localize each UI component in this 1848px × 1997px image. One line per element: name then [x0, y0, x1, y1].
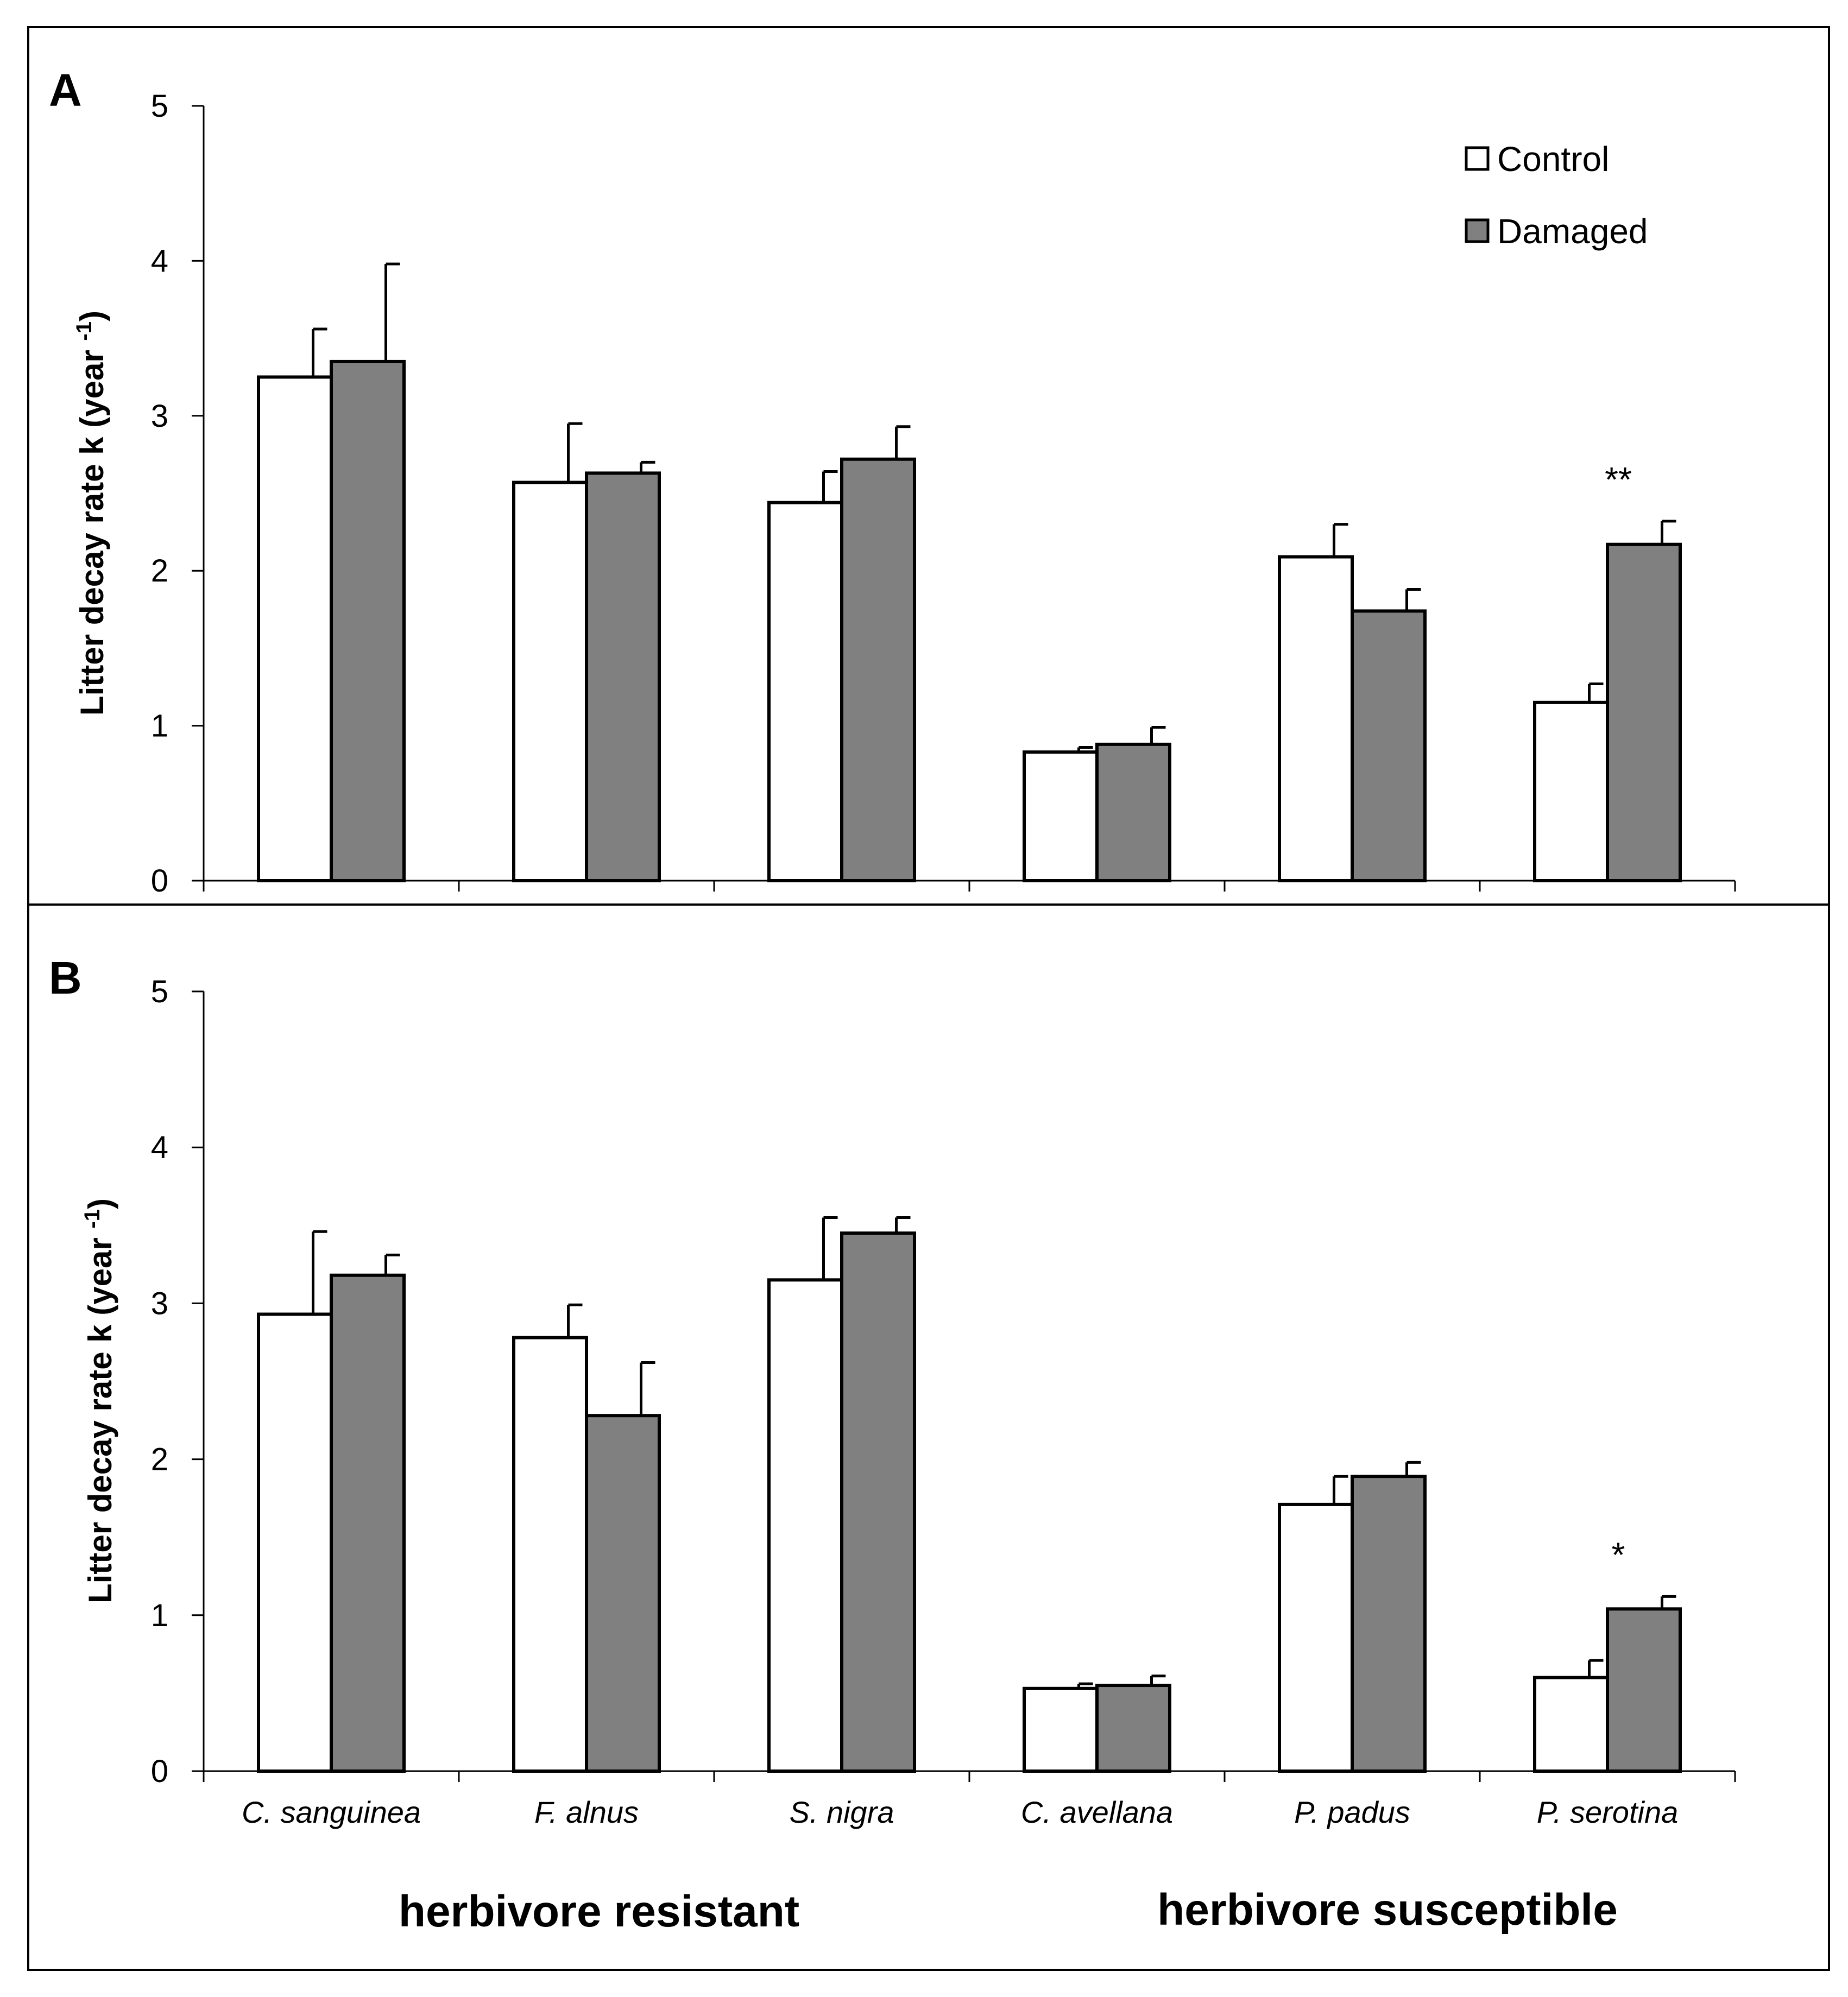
- legend-label-damaged: Damaged: [1497, 212, 1648, 251]
- bar-control: [1278, 1502, 1354, 1773]
- bar-control: [1023, 750, 1099, 883]
- x-tick-label: C. sanguinea: [242, 1795, 421, 1829]
- x-tick-label: P. padus: [1294, 1795, 1410, 1829]
- y-tick-label: 0: [151, 1754, 168, 1789]
- y-tick-label: 2: [151, 1442, 168, 1477]
- bar-control: [512, 1336, 588, 1773]
- panel-a-letter: A: [49, 65, 82, 116]
- bar-damaged: [840, 1231, 916, 1773]
- bar-damaged: [1351, 1475, 1427, 1773]
- legend-swatch-damaged: [1465, 218, 1490, 243]
- y-tick-label: 0: [151, 863, 168, 899]
- group-label-resistant: herbivore resistant: [399, 1887, 799, 1936]
- x-tick-label: P. serotina: [1537, 1795, 1678, 1829]
- legend-label-control: Control: [1497, 140, 1609, 179]
- bar-control: [1533, 700, 1609, 883]
- bar-control: [767, 501, 843, 882]
- bar-damaged: [1606, 542, 1682, 882]
- bar-control: [767, 1278, 843, 1773]
- panel-b-letter: B: [49, 952, 82, 1003]
- bar-damaged: [1095, 742, 1171, 883]
- significance-marker: **: [1605, 460, 1632, 499]
- bar-damaged: [1351, 609, 1427, 883]
- x-tick-label: C. avellana: [1021, 1795, 1173, 1829]
- y-tick-label: 5: [151, 974, 168, 1009]
- bar-control: [257, 1312, 333, 1773]
- bar-control: [1533, 1676, 1609, 1773]
- y-tick-label: 1: [151, 1598, 168, 1633]
- panel-a-y-axis-label: Litter decay rate k (year -1): [72, 311, 110, 716]
- bar-damaged: [1606, 1607, 1682, 1773]
- y-tick-label: 4: [151, 243, 168, 279]
- panel-b-y-axis-label: Litter decay rate k (year -1): [80, 1198, 118, 1603]
- legend: Control Damaged: [1465, 140, 1648, 251]
- bar-control: [1023, 1686, 1099, 1773]
- panel-b-plot: 0 1 2 3 4 5 C. sanguinea F. alnus S. nigra C. ave…: [151, 974, 1736, 1829]
- panel-b-frame: [27, 903, 1830, 1971]
- bar-damaged: [330, 1273, 406, 1773]
- y-tick-label: 4: [151, 1130, 168, 1165]
- bar-damaged: [840, 457, 916, 882]
- y-tick-label: 5: [151, 89, 168, 124]
- bar-damaged: [585, 471, 661, 882]
- panel-a-plot: 0 1 2 3 4 5 **: [151, 89, 1736, 899]
- bar-control: [512, 481, 588, 882]
- x-tick-label: F. alnus: [534, 1795, 639, 1829]
- y-tick-label: 1: [151, 709, 168, 744]
- y-tick-label: 3: [151, 399, 168, 434]
- y-tick-label: 3: [151, 1286, 168, 1321]
- bar-damaged: [330, 359, 406, 882]
- bar-control: [1278, 555, 1354, 883]
- bar-damaged: [585, 1414, 661, 1773]
- significance-marker: *: [1612, 1535, 1625, 1574]
- group-label-susceptible: herbivore susceptible: [1157, 1885, 1618, 1935]
- bar-control: [257, 375, 333, 882]
- bar-damaged: [1095, 1684, 1171, 1773]
- legend-swatch-control: [1465, 146, 1490, 171]
- y-tick-label: 2: [151, 553, 168, 589]
- x-tick-label: S. nigra: [790, 1795, 894, 1829]
